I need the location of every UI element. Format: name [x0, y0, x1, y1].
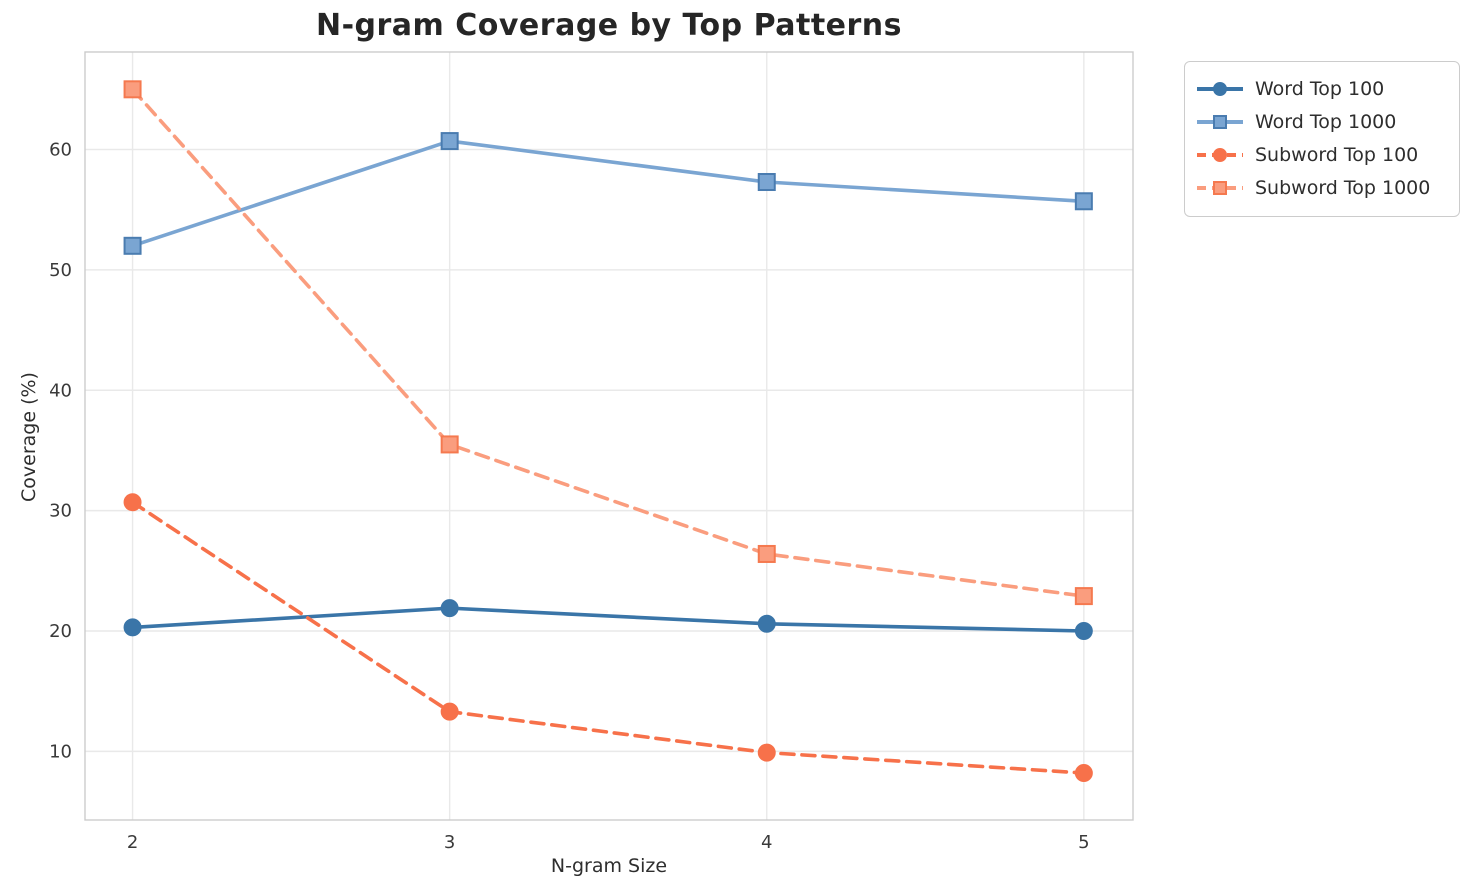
- svg-text:20: 20: [49, 621, 72, 642]
- legend-label: Subword Top 1000: [1255, 176, 1431, 199]
- legend-item-subword-top-100: Subword Top 100: [1197, 138, 1445, 171]
- legend-label: Word Top 1000: [1255, 110, 1397, 133]
- legend-item-word-top-1000: Word Top 1000: [1197, 105, 1445, 138]
- svg-text:30: 30: [49, 501, 72, 522]
- legend-label: Subword Top 100: [1255, 143, 1419, 166]
- legend: Word Top 100 Word Top 1000 Subword Top 1…: [1184, 61, 1460, 217]
- svg-text:40: 40: [49, 380, 72, 401]
- y-axis-label: Coverage (%): [18, 372, 40, 502]
- legend-item-word-top-100: Word Top 100: [1197, 72, 1445, 105]
- legend-swatch-line-circle-icon: [1197, 80, 1243, 98]
- svg-text:10: 10: [49, 741, 72, 762]
- legend-label: Word Top 100: [1255, 77, 1385, 100]
- svg-text:60: 60: [49, 140, 72, 161]
- legend-swatch-dashed-square-icon: [1197, 179, 1243, 197]
- legend-item-subword-top-1000: Subword Top 1000: [1197, 171, 1445, 204]
- svg-text:50: 50: [49, 260, 72, 281]
- x-axis-label: N-gram Size: [550, 855, 668, 877]
- svg-text:4: 4: [761, 832, 772, 853]
- svg-text:2: 2: [127, 832, 138, 853]
- svg-text:3: 3: [444, 832, 455, 853]
- chart-title: N-gram Coverage by Top Patterns: [315, 8, 903, 43]
- legend-swatch-dashed-circle-icon: [1197, 146, 1243, 164]
- legend-swatch-line-square-icon: [1197, 113, 1243, 131]
- svg-text:5: 5: [1078, 832, 1089, 853]
